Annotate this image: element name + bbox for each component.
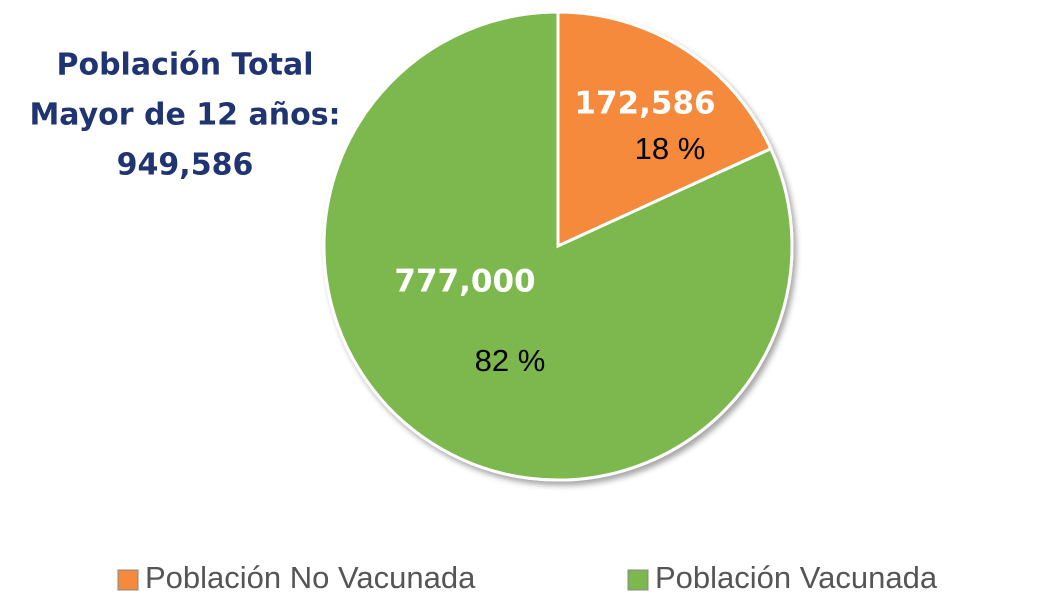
percent-label: 82 %	[475, 343, 546, 378]
legend-label: Población Vacunada	[655, 560, 938, 595]
value-label: 172,586	[574, 86, 715, 122]
pie-slice	[556, 10, 773, 249]
value-label: 777,000	[394, 264, 535, 300]
annotation: 949,586	[117, 148, 254, 183]
annotation: Mayor de 12 años:	[29, 98, 340, 133]
legend-swatch	[117, 569, 139, 591]
legend-label: Población No Vacunada	[145, 560, 476, 595]
pie	[322, 10, 794, 482]
legend-swatch	[627, 569, 649, 591]
percent-label: 18 %	[635, 131, 706, 166]
annotation: Población Total	[56, 48, 313, 83]
pie-slice	[322, 10, 794, 482]
